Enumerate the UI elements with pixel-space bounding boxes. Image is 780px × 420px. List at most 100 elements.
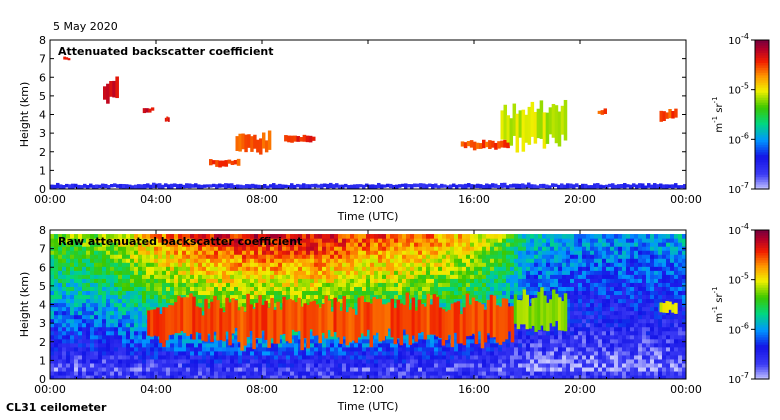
noise-cell [294,258,299,263]
noise-cell [498,270,503,275]
noise-cell [394,266,399,271]
noise-cell [278,250,283,255]
noise-cell [254,346,259,352]
noise-cell [118,334,123,340]
backscatter-feature [95,184,99,189]
noise-cell [294,366,299,372]
noise-cell [50,294,55,300]
noise-cell [274,366,279,372]
noise-cell [198,266,203,271]
noise-cell [250,266,255,271]
noise-cell [322,294,327,300]
noise-cell [66,250,71,255]
noise-cell [150,350,155,356]
noise-cell [338,234,343,239]
noise-cell [166,238,171,243]
noise-cell [94,318,99,324]
noise-cell [526,374,531,379]
noise-cell [430,366,435,372]
backscatter-feature [65,57,69,60]
noise-cell [314,254,319,259]
backscatter-feature [233,184,237,189]
noise-cell [114,354,119,360]
noise-cell [262,266,267,271]
noise-cell [398,270,403,275]
noise-cell [462,266,467,271]
noise-cell [222,234,227,239]
noise-cell [462,254,467,259]
noise-cell [350,294,355,300]
noise-cell [446,334,451,340]
noise-cell [66,238,71,243]
noise-cell [198,258,203,263]
backscatter-feature [308,184,312,189]
backscatter-feature [264,140,269,153]
noise-cell [98,306,103,312]
backscatter-feature [272,183,276,189]
noise-cell [526,370,531,376]
noise-cell [478,354,483,360]
plot-area [50,40,686,189]
noise-cell [66,278,71,283]
noise-cell [410,234,415,239]
noise-cell [102,342,107,348]
noise-cell [522,262,527,267]
noise-cell [98,266,103,271]
noise-cell [554,354,559,360]
noise-cell [158,374,163,379]
noise-cell [198,270,203,275]
noise-cell [354,306,359,312]
noise-cell [522,334,527,340]
noise-cell [94,366,99,372]
noise-cell [298,234,303,239]
noise-cell [418,286,423,292]
noise-cell [382,234,387,239]
noise-cell [450,258,455,263]
noise-cell [222,250,227,255]
noise-cell [490,278,495,283]
noise-cell [246,362,251,368]
noise-cell [210,246,215,251]
noise-cell [394,242,399,247]
colorbar-segment [755,144,769,148]
noise-cell [354,262,359,267]
noise-cell [342,246,347,251]
noise-cell [442,258,447,263]
noise-cell [82,266,87,271]
backscatter-feature [632,183,636,188]
noise-cell [346,290,351,296]
noise-cell [202,346,207,352]
noise-cell [114,306,119,312]
noise-cell [530,334,535,340]
backscatter-feature [253,134,257,149]
noise-cell [446,298,451,304]
noise-cell [386,278,391,283]
noise-cell [466,354,471,360]
noise-cell [134,322,139,328]
noise-cell [118,326,123,332]
noise-cell [190,278,195,283]
noise-cell [122,274,127,279]
noise-cell [50,366,55,372]
noise-cell [118,350,123,356]
backscatter-feature [665,112,669,119]
noise-cell [502,258,507,263]
noise-cell [94,370,99,376]
noise-cell [490,266,495,271]
noise-cell [162,294,167,300]
panel-bottom: Raw attenuated backscatter coefficient01… [18,222,770,413]
noise-cell [142,270,147,275]
noise-cell [426,258,431,263]
noise-cell [70,318,75,324]
noise-cell [394,350,399,356]
noise-cell [514,250,519,255]
noise-cell [426,250,431,255]
noise-cell [110,266,115,271]
noise-cell [50,310,55,316]
noise-cell [90,350,95,356]
backscatter-feature [296,136,301,142]
noise-cell [158,354,163,360]
backscatter-feature [635,184,639,189]
noise-cell [162,374,167,379]
noise-cell [310,270,315,275]
